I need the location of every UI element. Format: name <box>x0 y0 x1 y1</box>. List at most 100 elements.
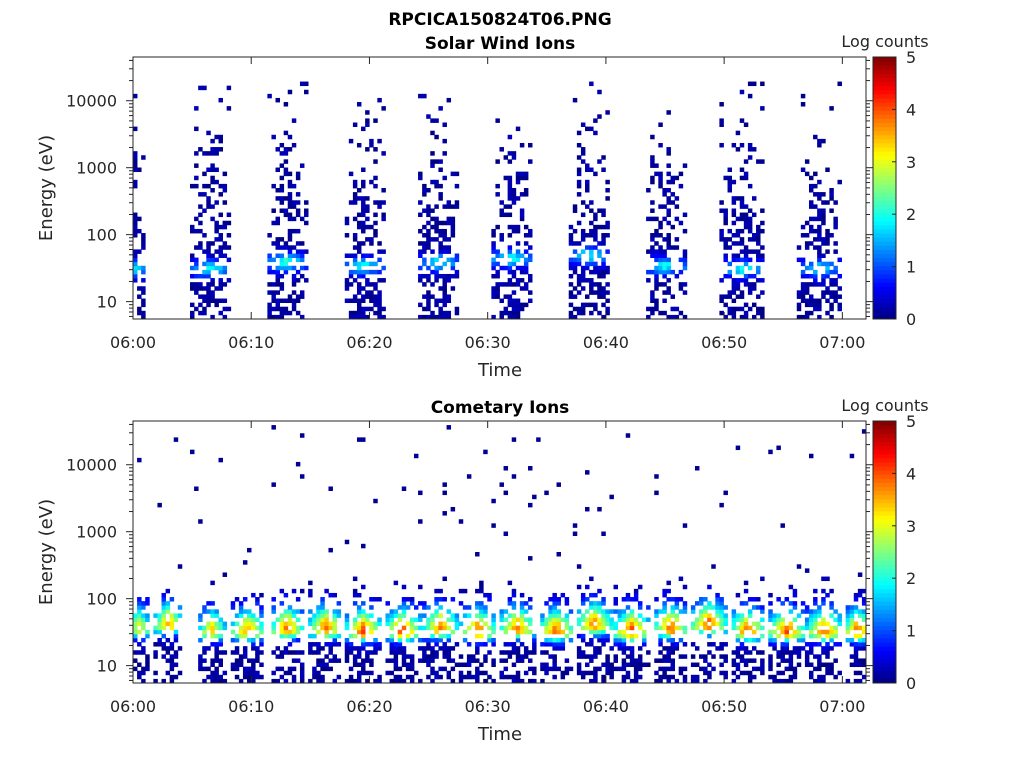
heatmap-cell <box>719 208 724 213</box>
heatmap-cell <box>361 310 366 316</box>
heatmap-cell <box>825 290 830 295</box>
colorbar-segment <box>873 61 896 66</box>
heatmap-cell <box>601 237 606 242</box>
heatmap-cell <box>190 449 195 455</box>
heatmap-cell <box>275 97 280 103</box>
heatmap-cell <box>157 621 162 627</box>
heatmap-cell <box>422 613 427 618</box>
heatmap-cell <box>817 674 822 680</box>
heatmap-cell <box>385 613 390 618</box>
heatmap-cell <box>291 650 297 655</box>
heatmap-cell <box>507 151 513 156</box>
colorbar-segment <box>873 298 896 304</box>
heatmap-cell <box>511 306 517 312</box>
heatmap-cell <box>214 646 219 651</box>
heatmap-cell <box>788 674 794 680</box>
colorbar-tick-label: 5 <box>906 412 916 431</box>
heatmap-cell <box>312 613 317 618</box>
heatmap-cell <box>719 233 724 238</box>
heatmap-cell <box>198 192 203 197</box>
colorbar-segment <box>873 490 896 496</box>
heatmap-cell <box>409 617 415 622</box>
heatmap-cell <box>564 613 570 618</box>
heatmap-cell <box>271 282 276 287</box>
heatmap-cell <box>609 674 614 680</box>
heatmap-cell <box>756 253 761 258</box>
heatmap-cell <box>597 609 602 614</box>
colorbar-segment <box>873 482 896 487</box>
heatmap-cell <box>829 302 834 308</box>
heatmap-cell <box>576 670 582 676</box>
heatmap-cell <box>568 233 574 238</box>
heatmap-cell <box>507 224 513 230</box>
heatmap-cell <box>654 216 659 222</box>
heatmap-cell <box>731 310 737 316</box>
heatmap-cell <box>267 257 272 263</box>
heatmap-cell <box>670 314 675 320</box>
heatmap-cell <box>450 233 456 238</box>
heatmap-cell <box>141 302 146 308</box>
heatmap-cell <box>479 617 484 622</box>
heatmap-cell <box>585 642 590 647</box>
heatmap-cell <box>214 298 219 304</box>
heatmap-cell <box>800 637 806 643</box>
heatmap-cell <box>426 290 431 295</box>
heatmap-cell <box>825 233 830 238</box>
heatmap-cell <box>279 613 285 618</box>
heatmap-cell <box>666 617 671 622</box>
heatmap-cell <box>454 613 460 618</box>
heatmap-cell <box>739 269 745 275</box>
heatmap-cell <box>356 629 362 635</box>
heatmap-cell <box>194 257 199 263</box>
heatmap-cell <box>670 245 675 250</box>
heatmap-cell <box>287 310 293 316</box>
heatmap-cell <box>483 621 488 627</box>
heatmap-cell <box>515 253 521 258</box>
heatmap-cell <box>385 621 390 627</box>
heatmap-cell <box>743 588 749 594</box>
heatmap-cell <box>295 208 301 213</box>
heatmap-cell <box>373 269 378 275</box>
heatmap-cell <box>271 314 276 320</box>
heatmap-cell <box>572 208 578 213</box>
heatmap-cell <box>426 674 431 680</box>
heatmap-cell <box>694 646 700 651</box>
heatmap-cell <box>507 188 513 193</box>
heatmap-cell <box>605 621 610 627</box>
heatmap-cell <box>422 208 427 213</box>
heatmap-cell <box>206 167 211 173</box>
heatmap-cell <box>707 601 712 606</box>
heatmap-cell <box>267 314 272 320</box>
heatmap-cell <box>597 114 602 119</box>
heatmap-cell <box>821 282 826 287</box>
heatmap-cell <box>609 494 614 500</box>
heatmap-cell <box>438 183 443 189</box>
heatmap-cell <box>165 605 171 610</box>
heatmap-cell <box>507 183 513 189</box>
heatmap-cell <box>141 237 146 242</box>
heatmap-cell <box>499 617 504 622</box>
heatmap-cell <box>743 212 749 218</box>
heatmap-cell <box>658 625 663 631</box>
heatmap-cell <box>454 662 460 668</box>
heatmap-cell <box>519 601 525 606</box>
heatmap-cell <box>316 629 321 635</box>
heatmap-cell <box>593 654 598 659</box>
heatmap-cell <box>381 151 386 156</box>
heatmap-cell <box>580 237 586 242</box>
heatmap-cell <box>320 609 325 614</box>
heatmap-cell <box>275 216 280 222</box>
heatmap-cell <box>699 629 704 635</box>
colorbar-segment <box>873 69 896 74</box>
heatmap-cell <box>422 650 427 655</box>
heatmap-cell <box>238 654 244 659</box>
heatmap-cell <box>800 93 806 99</box>
heatmap-cell <box>674 175 680 181</box>
heatmap-cell <box>255 658 260 663</box>
heatmap-cell <box>800 625 806 631</box>
heatmap-cell <box>202 609 207 614</box>
heatmap-cell <box>214 666 219 672</box>
heatmap-cell <box>580 249 586 254</box>
heatmap-cell <box>751 282 757 287</box>
heatmap-cell <box>503 629 509 635</box>
